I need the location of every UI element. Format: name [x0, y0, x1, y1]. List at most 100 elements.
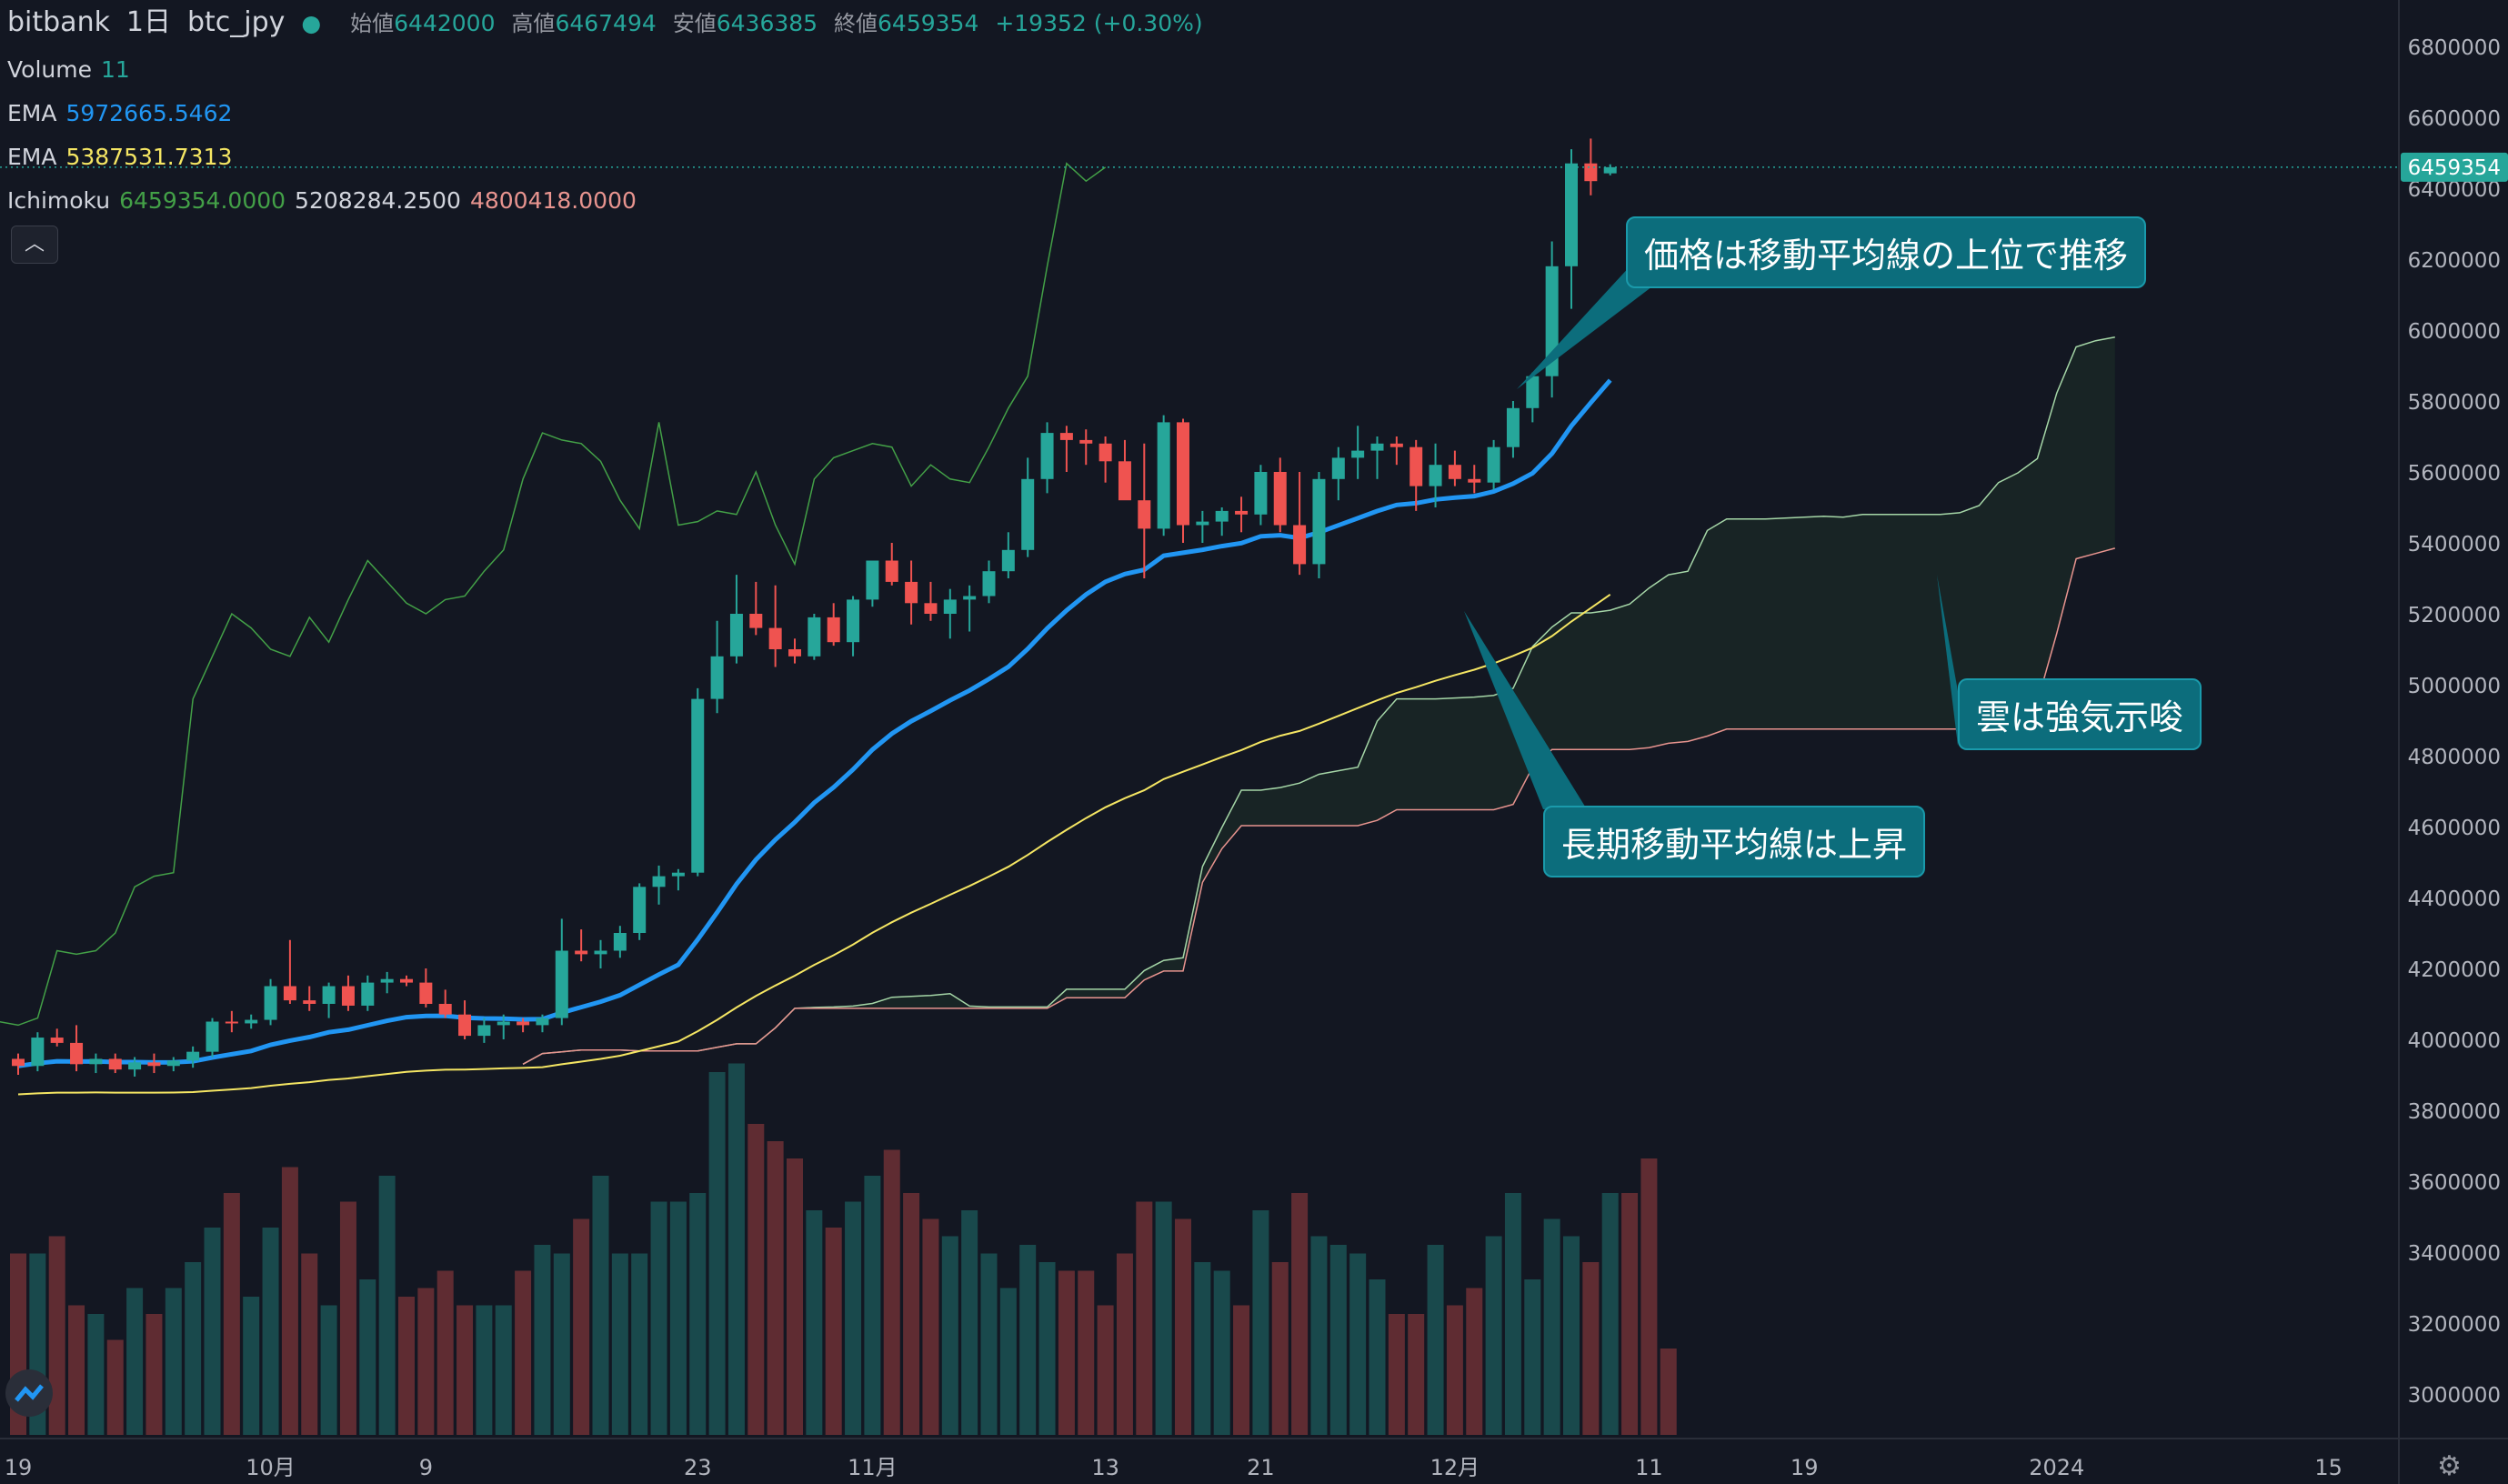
candle-body [1138, 500, 1151, 529]
volume-bar [378, 1176, 396, 1435]
time-tick-label: 13 [1091, 1455, 1119, 1480]
volume-bar [573, 1218, 590, 1435]
volume-bar [534, 1245, 551, 1435]
volume-bar [1252, 1210, 1269, 1435]
volume-bar [68, 1305, 85, 1435]
ichimoku-span-b [522, 547, 2115, 1065]
exchange-name: bitbank [7, 6, 110, 38]
ema-slow-line [17, 593, 1611, 1096]
interval-label[interactable]: 1日 [125, 6, 172, 38]
volume-bar [689, 1193, 707, 1435]
price-tick-label: 4800000 [2408, 746, 2501, 769]
high-label: 高値 [511, 11, 556, 36]
volume-bar [1369, 1279, 1386, 1435]
price-axis [2399, 0, 2508, 1484]
chevron-up-icon[interactable]: ︿ [11, 226, 58, 264]
candle-body [924, 603, 938, 614]
candle-body [1409, 446, 1423, 486]
candle-body [1273, 472, 1287, 526]
high-value: 6467494 [555, 10, 657, 36]
time-tick-label: 12月 [1430, 1455, 1480, 1480]
volume-bar [1038, 1262, 1056, 1435]
candle-body [1526, 376, 1540, 408]
ema-fast-legend[interactable]: EMA 5972665.5462 [7, 100, 241, 127]
volume-bar [845, 1201, 862, 1435]
volume-bar [883, 1149, 900, 1435]
close-label: 終値 [834, 11, 878, 36]
volume-legend[interactable]: Volume 11 [7, 56, 139, 84]
price-tick-label: 5600000 [2408, 462, 2501, 486]
candle-body [1099, 443, 1112, 462]
candle-body [477, 1025, 491, 1037]
candle-body [303, 1000, 316, 1004]
volume-bar [87, 1314, 105, 1435]
price-tick-label: 6000000 [2408, 320, 2501, 344]
candle-body [1118, 461, 1131, 501]
price-tick-label: 6400000 [2408, 178, 2501, 202]
volume-bar [1310, 1236, 1328, 1435]
volume-bar [320, 1305, 337, 1435]
candle-body [1254, 472, 1268, 515]
price-tick-label: 4200000 [2408, 958, 2501, 982]
price-tick-label: 5400000 [2408, 533, 2501, 556]
price-tick-label: 3800000 [2408, 1100, 2501, 1124]
candle-body [982, 571, 996, 597]
candle-body [225, 1021, 238, 1024]
price-tick-label: 6600000 [2408, 107, 2501, 131]
last-price-tag [2401, 152, 2508, 182]
candle-body [380, 978, 394, 983]
tradingview-logo-icon[interactable] [5, 1369, 53, 1417]
candle-body [147, 1062, 161, 1067]
volume-bar [1388, 1314, 1405, 1435]
price-tick-label: 6800000 [2408, 36, 2501, 60]
ema-fast-label: EMA [7, 100, 57, 126]
gear-icon[interactable]: ⚙ [2437, 1450, 2462, 1482]
low-value: 6436385 [716, 10, 818, 36]
ichimoku-value-1: 6459354.0000 [119, 187, 286, 214]
candle-body [419, 982, 433, 1004]
volume-bar [1543, 1218, 1560, 1435]
volume-bar [1116, 1253, 1133, 1435]
candle-body [613, 933, 627, 951]
price-tick-label: 4400000 [2408, 887, 2501, 911]
ema-slow-legend[interactable]: EMA 5387531.7313 [7, 144, 241, 171]
volume-bar [669, 1201, 687, 1435]
candle-body [1021, 478, 1035, 550]
time-tick-label: 2024 [2029, 1455, 2084, 1480]
volume-bar [515, 1270, 532, 1435]
candle-body [1448, 465, 1461, 479]
volume-bar [1524, 1279, 1541, 1435]
candle-body [652, 876, 666, 887]
candle-body [1351, 450, 1365, 458]
candle-body [1215, 510, 1229, 522]
price-tick-label: 3000000 [2408, 1384, 2501, 1408]
volume-bar [204, 1228, 221, 1435]
price-tick-label: 4000000 [2408, 1029, 2501, 1053]
volume-bar [1233, 1305, 1250, 1435]
volume-bar [436, 1270, 454, 1435]
candle-body [536, 1018, 549, 1026]
volume-bar [495, 1305, 512, 1435]
market-status-icon: ● [301, 10, 322, 36]
volume-value: 11 [100, 56, 130, 83]
ichimoku-legend[interactable]: Ichimoku 6459354.0000 5208284.2500 4800418.… [7, 187, 646, 215]
candle-body [108, 1058, 122, 1070]
candle-body [1079, 439, 1093, 444]
candle-body [905, 581, 918, 604]
candle-body [594, 950, 607, 955]
candle-body [827, 617, 840, 643]
candle-body [729, 614, 743, 657]
callout-pointer [1517, 264, 1682, 389]
price-tick-label: 3600000 [2408, 1171, 2501, 1195]
candle-body [1196, 521, 1209, 526]
price-tick-label: 6200000 [2408, 249, 2501, 273]
volume-bar [592, 1176, 609, 1435]
volume-bar [223, 1193, 240, 1435]
volume-bar [747, 1124, 765, 1435]
pair-name[interactable]: btc_jpy [186, 6, 286, 38]
volume-bar [1271, 1262, 1289, 1435]
candle-body [1429, 465, 1442, 486]
volume-bar [398, 1297, 415, 1435]
volume-bar [631, 1253, 648, 1435]
